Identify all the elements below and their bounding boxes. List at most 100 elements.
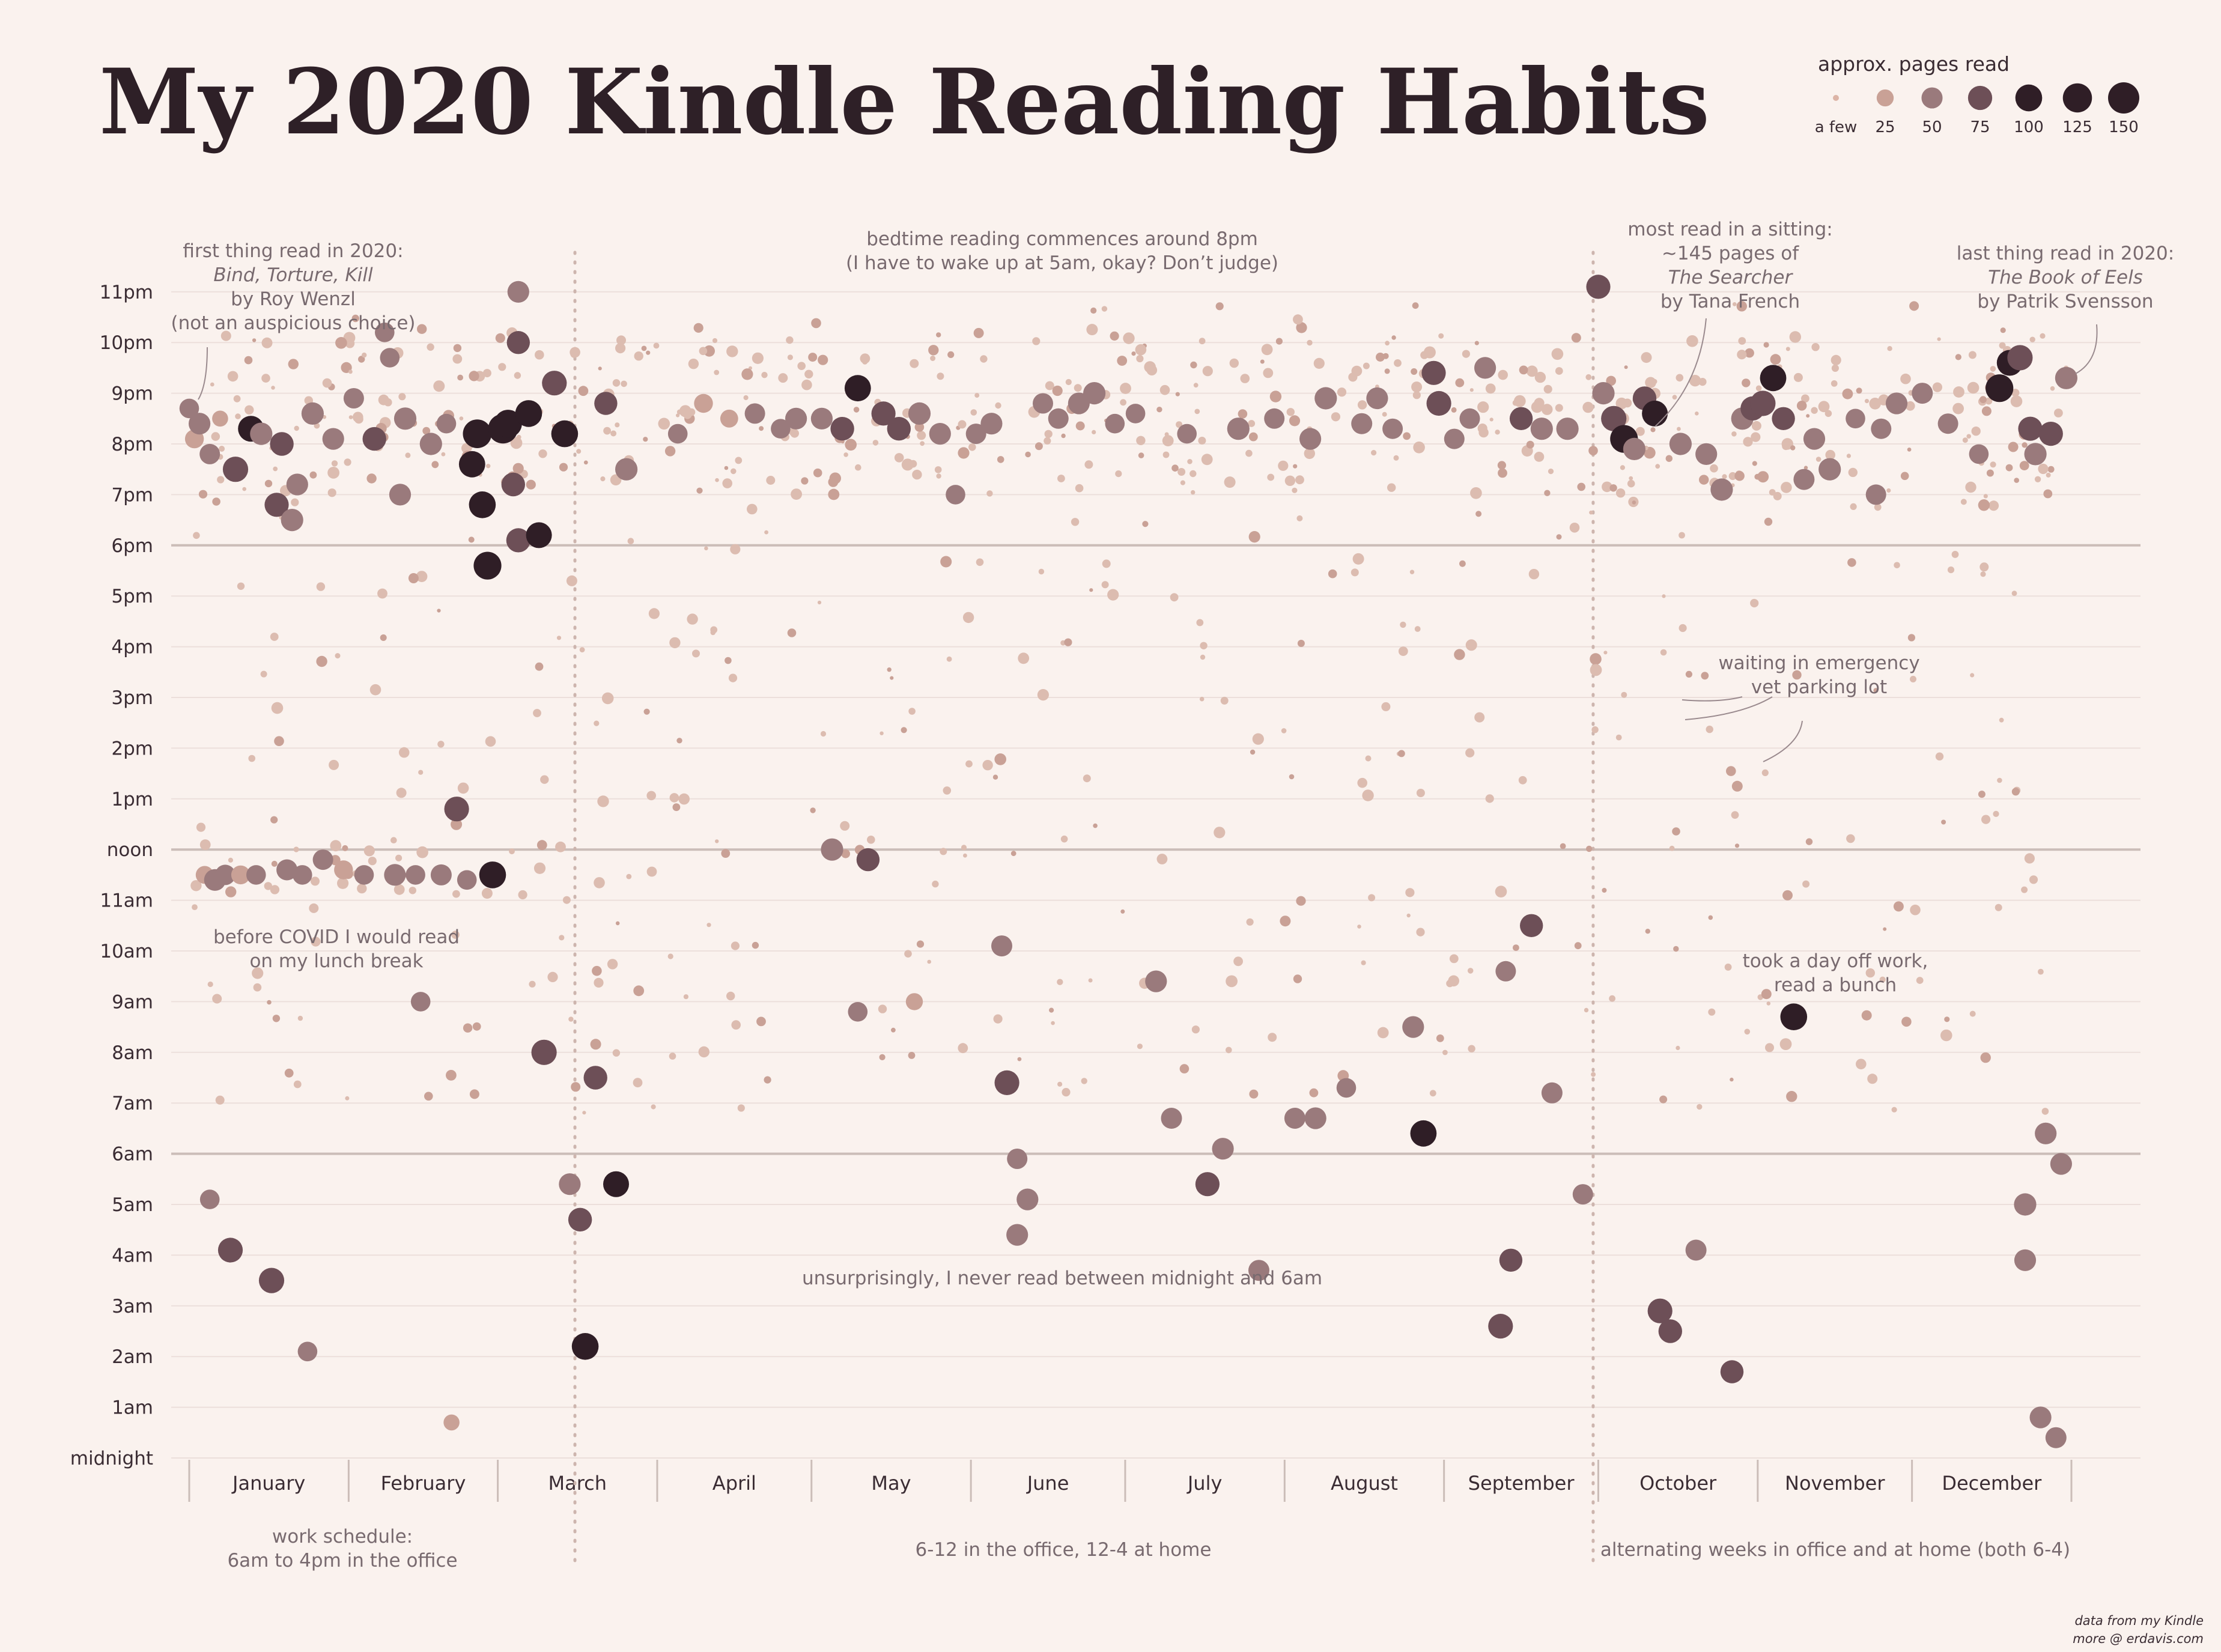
small-session-dot <box>1980 571 1986 577</box>
small-session-dot <box>452 890 460 898</box>
small-session-dot <box>1361 960 1366 965</box>
small-session-dot <box>331 460 338 467</box>
small-session-dot <box>1728 472 1737 481</box>
small-session-dot <box>653 342 660 349</box>
small-session-dot <box>377 588 387 599</box>
small-session-dot <box>1357 925 1361 929</box>
small-session-dot <box>1400 621 1406 628</box>
small-session-dot <box>1495 885 1507 897</box>
small-session-dot <box>1387 483 1396 492</box>
small-session-dot <box>1045 381 1054 390</box>
reading-session-point <box>1488 1314 1513 1339</box>
small-session-dot <box>437 609 441 613</box>
small-session-dot <box>1296 322 1307 333</box>
small-session-dot <box>244 356 253 365</box>
small-session-dot <box>252 338 257 342</box>
small-session-dot <box>1873 688 1879 693</box>
small-session-dot <box>1609 484 1617 492</box>
small-session-dot <box>1864 399 1870 404</box>
y-tick-label: 1pm <box>111 789 153 810</box>
small-session-dot <box>2010 395 2023 407</box>
y-tick-label: 6am <box>112 1144 153 1165</box>
small-session-dot <box>1699 475 1709 485</box>
small-session-dot <box>1117 356 1128 366</box>
small-session-dot <box>1869 398 1881 410</box>
small-session-dot <box>322 378 332 388</box>
reading-session-point <box>250 422 273 445</box>
reading-session-point <box>771 419 791 439</box>
small-session-dot <box>1384 368 1390 374</box>
small-session-dot <box>1609 995 1616 1002</box>
reading-session-point <box>419 433 442 455</box>
small-session-dot <box>1170 593 1179 602</box>
small-session-dot <box>664 446 676 457</box>
annotation-first-read: first thing read in 2020: Bind, Torture,… <box>171 240 415 334</box>
x-tick-label: June <box>1026 1472 1069 1495</box>
small-session-dot <box>1846 834 1855 843</box>
small-session-dot <box>1377 1027 1389 1039</box>
reading-session-point <box>1264 408 1285 429</box>
small-session-dot <box>1075 484 1084 493</box>
small-session-dot <box>811 318 821 329</box>
annotation-leader <box>1685 696 1773 720</box>
small-session-dot <box>1730 1077 1734 1082</box>
small-session-dot <box>1779 1038 1792 1050</box>
legend-swatch <box>1833 95 1839 101</box>
y-tick-label: 3pm <box>111 687 153 709</box>
small-session-dot <box>731 468 737 475</box>
small-session-dot <box>1293 464 1298 469</box>
small-session-dot <box>1226 975 1238 988</box>
small-session-dot <box>1672 827 1680 836</box>
small-session-dot <box>676 413 680 418</box>
small-session-dot <box>1368 894 1376 902</box>
small-session-dot <box>316 655 327 667</box>
small-session-dot <box>1635 427 1645 436</box>
small-session-dot <box>2022 442 2028 448</box>
reading-session-point <box>526 522 552 548</box>
reading-session-point <box>393 407 417 430</box>
small-session-dot <box>468 536 475 543</box>
small-session-dot <box>1101 306 1108 312</box>
legend-label: 100 <box>2014 118 2044 136</box>
small-session-dot <box>547 971 558 982</box>
reading-session-point <box>1750 390 1776 416</box>
x-tick-label: December <box>1942 1472 2042 1495</box>
small-session-dot <box>722 478 732 488</box>
small-session-dot <box>457 782 469 794</box>
small-session-dot <box>947 351 955 359</box>
small-session-dot <box>512 463 524 474</box>
small-session-dot <box>747 503 758 515</box>
small-session-dot <box>1201 454 1213 466</box>
small-session-dot <box>1745 348 1754 358</box>
small-session-dot <box>453 344 462 353</box>
small-session-dot <box>1292 487 1298 493</box>
small-session-dot <box>1743 437 1753 447</box>
small-session-dot <box>615 343 626 354</box>
small-session-dot <box>1742 378 1751 387</box>
small-session-dot <box>1275 338 1283 345</box>
small-session-dot <box>1497 461 1506 470</box>
small-session-dot <box>1811 407 1818 414</box>
y-tick-label: 9pm <box>111 383 153 405</box>
small-session-dot <box>1993 810 1999 817</box>
small-session-dot <box>579 647 585 652</box>
small-session-dot <box>270 816 278 824</box>
small-session-dot <box>1136 354 1144 363</box>
small-session-dot <box>1269 390 1282 402</box>
small-session-dot <box>1955 354 1961 360</box>
reading-session-point <box>389 484 412 506</box>
small-session-dot <box>1588 446 1598 455</box>
small-session-dot <box>1093 823 1098 828</box>
legend-label: 150 <box>2109 118 2139 136</box>
small-session-dot <box>1455 378 1465 387</box>
small-session-dot <box>1248 432 1258 442</box>
small-session-dot <box>715 478 719 482</box>
small-session-dot <box>482 369 491 378</box>
small-session-dot <box>2005 464 2013 472</box>
small-session-dot <box>1284 475 1296 486</box>
small-session-dot <box>363 845 375 857</box>
small-session-dot <box>330 840 342 852</box>
small-session-dot <box>1659 1095 1668 1104</box>
small-session-dot <box>2041 1108 2049 1115</box>
small-session-dot <box>1057 979 1063 985</box>
